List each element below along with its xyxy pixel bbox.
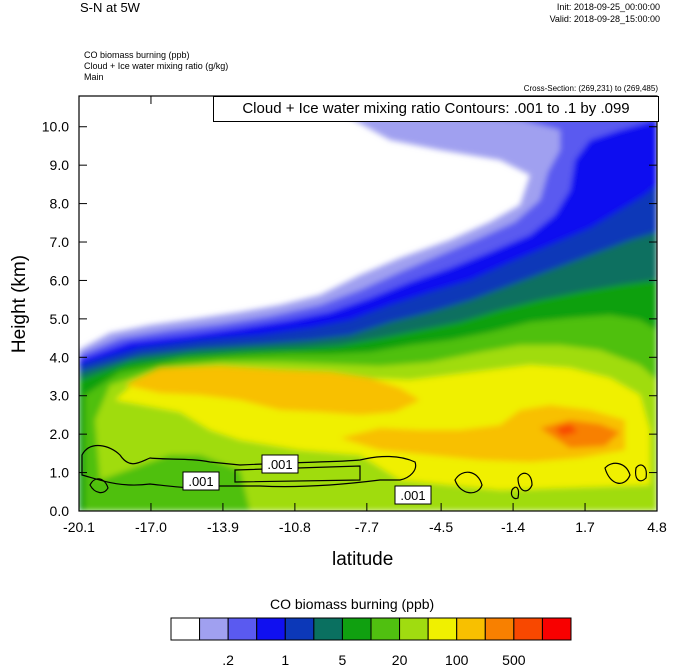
colorbar-tick-label: 20 (392, 652, 408, 668)
x-tick-label: -1.4 (501, 519, 525, 535)
x-axis-label: latitude (332, 549, 394, 570)
x-tick-label: 1.7 (575, 519, 595, 535)
colorbar-swatch (256, 617, 286, 641)
contour-value-labels: .001 .001 .001 (182, 454, 432, 505)
y-tick-label: 10.0 (42, 119, 69, 135)
contour-label-box (394, 485, 432, 505)
x-tick-label: -17.0 (135, 519, 167, 535)
colorbar: .2 1 5 20 100 500 (170, 617, 572, 668)
colorbar-tick-label: 100 (445, 652, 469, 668)
colorbar-swatch (199, 617, 229, 641)
y-tick-label: 4.0 (50, 349, 70, 365)
x-tick-label: -4.5 (429, 519, 453, 535)
filled-contours (79, 96, 657, 511)
y-tick-label: 5.0 (50, 311, 70, 327)
field-main: Main (84, 72, 104, 82)
contour-label: .001 (188, 474, 213, 489)
field-cloud: Cloud + Ice water mixing ratio (g/kg) (84, 61, 229, 71)
colorbar-swatch (456, 617, 486, 641)
colorbar-tick-label: 1 (281, 652, 289, 668)
colorbar-swatch (341, 617, 372, 641)
colorbar-swatch (399, 617, 429, 641)
colorbar-swatch (227, 617, 258, 641)
x-tick-label: -10.8 (279, 519, 311, 535)
contour-label: .001 (267, 457, 292, 472)
colorbar-tick-label: 5 (339, 652, 347, 668)
colorbar-swatch (427, 617, 458, 641)
colorbar-swatch (484, 617, 515, 641)
y-tick-label: 1.0 (50, 465, 70, 481)
y-tick-label: 3.0 (50, 388, 70, 404)
contour-label-box (261, 454, 299, 474)
y-tick-label: 6.0 (50, 272, 70, 288)
init-valid-time: Init: 2018-09-25_00:00:00 Valid: 2018-09… (550, 1, 660, 25)
contour-info-box: Cloud + Ice water mixing ratio Contours:… (213, 96, 659, 122)
y-tick-label: 9.0 (50, 157, 70, 173)
colorbar-title: CO biomass burning (ppb) (270, 596, 435, 612)
colorbar-swatch (370, 617, 401, 641)
colorbar-swatch (284, 617, 315, 641)
field-descriptions: CO biomass burning (ppb) Cloud + Ice wat… (84, 50, 228, 83)
contour-label: .001 (400, 488, 425, 503)
colorbar-swatch (513, 617, 543, 641)
cross-section-label: Cross-Section: (269,231) to (269,485) (523, 84, 658, 93)
cloud-contours (81, 445, 647, 500)
valid-time: Valid: 2018-09-28_15:00:00 (549, 14, 660, 24)
y-tick-label: 8.0 (50, 196, 70, 212)
y-axis-label: Height (km) (9, 254, 30, 354)
contour-label-box (182, 471, 220, 491)
x-tick-label: -7.7 (355, 519, 379, 535)
colorbar-swatch (313, 617, 343, 641)
field-co: CO biomass burning (ppb) (84, 50, 190, 60)
colorbar-tick-label: 500 (502, 652, 526, 668)
init-time: Init: 2018-09-25_00:00:00 (556, 2, 660, 12)
colorbar-tick-label: .2 (222, 652, 234, 668)
x-tick-label: -13.9 (207, 519, 239, 535)
plot-title: S-N at 5W (80, 0, 140, 15)
colorbar-swatch (541, 617, 572, 641)
colorbar-swatch (170, 617, 201, 641)
x-tick-label: 4.8 (647, 519, 667, 535)
y-tick-label: 0.0 (50, 503, 70, 519)
y-tick-label: 7.0 (50, 234, 70, 250)
y-tick-label: 2.0 (50, 426, 70, 442)
y-axis-ticks: 0.0 1.0 2.0 3.0 4.0 5.0 6.0 7.0 8.0 9.0 10.0 (42, 119, 657, 519)
x-tick-label: -20.1 (63, 519, 95, 535)
